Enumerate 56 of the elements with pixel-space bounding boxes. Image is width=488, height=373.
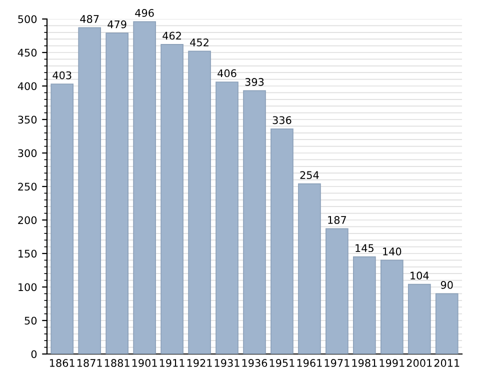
y-tick-label: 500	[18, 15, 37, 24]
bar	[326, 228, 348, 354]
x-tick-label: 1881	[104, 359, 130, 367]
data-label: 406	[218, 69, 236, 78]
bar	[50, 84, 74, 354]
x-tick-label: 1971	[324, 359, 350, 367]
y-tick-label: 0	[31, 350, 37, 358]
y-tick-label: 350	[18, 116, 37, 124]
data-label: 403	[52, 71, 72, 80]
bar	[160, 44, 184, 354]
x-tick-label: 1931	[214, 359, 240, 367]
bar	[408, 284, 431, 354]
data-label: 393	[245, 78, 264, 86]
y-tick-label: 250	[18, 182, 37, 191]
bar	[133, 21, 156, 354]
x-tick-label: 1921	[187, 359, 212, 367]
x-tick-label: 1936	[242, 359, 268, 367]
bar	[216, 82, 238, 354]
y-tick-label: 100	[18, 283, 37, 292]
data-label: 462	[162, 32, 181, 40]
y-tick-label: 300	[18, 149, 37, 158]
data-label: 452	[190, 38, 208, 46]
data-label: 140	[383, 248, 402, 256]
data-label: 187	[328, 216, 346, 224]
y-tick-label: 200	[18, 216, 37, 224]
x-tick-label: 2011	[434, 359, 460, 367]
bar	[380, 260, 404, 354]
x-tick-label: 2001	[406, 359, 432, 367]
bar	[243, 90, 266, 354]
x-tick-label: 1951	[270, 359, 294, 367]
data-label: 336	[272, 116, 292, 124]
data-label: 145	[356, 244, 374, 252]
y-tick-label: 150	[18, 250, 37, 258]
bar	[298, 183, 321, 354]
bar	[353, 256, 376, 354]
bar	[435, 293, 458, 354]
data-label: 254	[300, 171, 319, 180]
x-tick-label: 1861	[50, 359, 74, 367]
x-tick-label: 1981	[352, 359, 377, 367]
y-tick-label: 450	[18, 48, 37, 57]
x-tick-label: 1901	[132, 359, 157, 367]
x-tick-label: 1911	[160, 359, 184, 367]
data-label: 90	[440, 281, 453, 289]
x-tick-label: 1991	[380, 359, 404, 367]
data-label: 479	[108, 20, 126, 28]
bar	[188, 50, 211, 354]
y-tick-label: 400	[18, 82, 37, 90]
x-tick-label: 1961	[297, 359, 322, 367]
bar	[78, 27, 102, 354]
bar	[270, 128, 294, 354]
data-label: 487	[80, 15, 99, 23]
data-label: 496	[135, 9, 154, 17]
data-label: 104	[410, 272, 429, 280]
bar	[106, 32, 128, 354]
y-tick-label: 50	[24, 316, 37, 325]
x-tick-label: 1871	[77, 359, 102, 367]
